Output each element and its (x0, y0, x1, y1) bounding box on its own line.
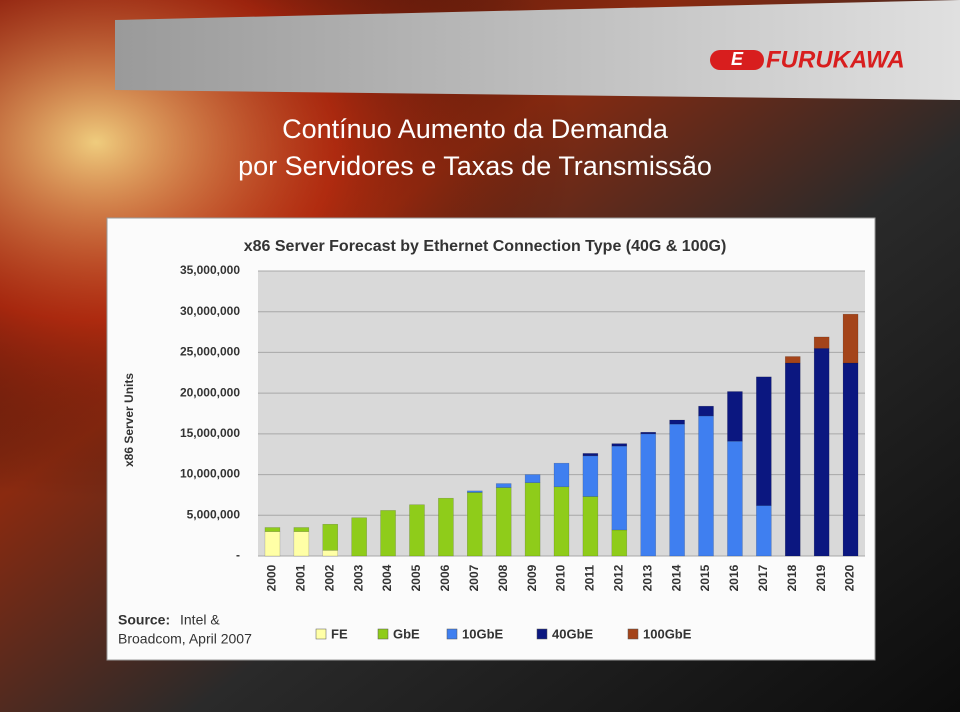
x-tick-label: 2007 (467, 564, 481, 591)
x-tick-label: 2015 (698, 564, 712, 591)
bar-segment (322, 523, 339, 551)
source-text: Broadcom, April 2007 (118, 631, 252, 647)
bar-segment (813, 348, 830, 557)
x-tick-label: 2001 (294, 564, 308, 591)
bar-segment (784, 356, 801, 364)
logo: FURUKAWA (766, 46, 905, 73)
logo-mark: E (731, 49, 744, 69)
legend-swatch (627, 628, 639, 640)
x-tick-label: 2004 (380, 564, 394, 591)
x-tick-label: 2005 (409, 564, 423, 591)
x-tick-label: 2012 (611, 564, 625, 591)
x-tick-label: 2017 (756, 564, 770, 591)
x-tick-label: 2008 (496, 564, 510, 591)
bar-segment (495, 483, 512, 488)
x-tick-label: 2000 (265, 564, 279, 591)
source-label: Source: (118, 612, 170, 628)
bar-segment (553, 486, 570, 557)
bar-segment (495, 487, 512, 557)
y-tick-label: - (236, 548, 240, 562)
y-axis-title: x86 Server Units (122, 373, 136, 467)
bar-segment (727, 440, 743, 557)
x-tick-label: 2019 (814, 564, 828, 591)
bar-segment (582, 496, 599, 557)
bar-segment (409, 504, 425, 557)
bar-segment (351, 517, 367, 557)
header-band (115, 0, 960, 100)
x-tick-label: 2013 (640, 564, 654, 591)
bar-segment (756, 505, 772, 557)
bar-segment (611, 445, 628, 531)
y-tick-label: 10,000,000 (180, 467, 240, 481)
x-tick-label: 2011 (583, 565, 597, 591)
bar-segment (669, 423, 685, 557)
bar-segment (669, 419, 685, 425)
y-tick-label: 20,000,000 (180, 385, 240, 399)
bar-segment (698, 415, 714, 557)
y-tick-label: 25,000,000 (180, 345, 240, 359)
bar-segment (640, 433, 656, 557)
bar-segment (467, 492, 483, 557)
x-tick-label: 2009 (525, 564, 539, 591)
x-tick-label: 2010 (554, 564, 568, 591)
y-tick-label: 30,000,000 (180, 304, 240, 318)
bar-segment (380, 510, 396, 557)
logo-badge (710, 50, 764, 70)
legend-label: 40GbE (552, 626, 594, 641)
bar-segment (640, 431, 656, 435)
legend-swatch (536, 628, 548, 640)
x-tick-label: 2003 (351, 564, 365, 591)
bar-segment (698, 405, 714, 417)
x-tick-label: 2018 (785, 564, 799, 591)
legend-swatch (446, 628, 458, 640)
bar-segment (264, 531, 281, 557)
chart-title: x86 Server Forecast by Ethernet Connecti… (244, 238, 727, 255)
y-tick-label: 15,000,000 (180, 426, 240, 440)
y-tick-label: 5,000,000 (187, 507, 241, 521)
bar-segment (611, 443, 628, 447)
legend-label: FE (331, 626, 348, 641)
y-tick-label: 35,000,000 (180, 263, 240, 277)
bar-segment (611, 529, 628, 557)
legend-swatch (377, 628, 389, 640)
bar-segment (582, 453, 599, 457)
bar-segment (727, 391, 743, 442)
legend-label: 100GbE (643, 626, 692, 641)
bar-segment (842, 362, 859, 557)
bar-segment (524, 482, 541, 557)
legend-swatch (315, 628, 327, 640)
legend-label: 10GbE (462, 626, 504, 641)
bar-segment (293, 527, 310, 532)
x-tick-label: 2014 (669, 564, 683, 591)
bar-segment (524, 474, 541, 483)
bar-segment (842, 313, 859, 364)
bar-segment (293, 531, 310, 557)
bar-segment (582, 455, 599, 497)
x-tick-label: 2002 (322, 564, 336, 591)
bar-segment (438, 497, 454, 557)
x-tick-label: 2016 (727, 564, 741, 591)
bar-segment (813, 336, 830, 349)
legend-label: GbE (393, 626, 420, 641)
slide-title: por Servidores e Taxas de Transmissão (238, 151, 712, 181)
x-tick-label: 2006 (438, 564, 452, 591)
slide-title: Contínuo Aumento da Demanda (282, 114, 669, 144)
x-tick-label: 2020 (843, 564, 857, 591)
bar-segment (756, 376, 772, 506)
bar-segment (784, 362, 801, 557)
bar-segment (322, 550, 339, 557)
bar-segment (553, 462, 570, 488)
source-text: Intel & (180, 612, 220, 628)
bar-segment (264, 527, 281, 532)
bar-segment (467, 490, 483, 493)
